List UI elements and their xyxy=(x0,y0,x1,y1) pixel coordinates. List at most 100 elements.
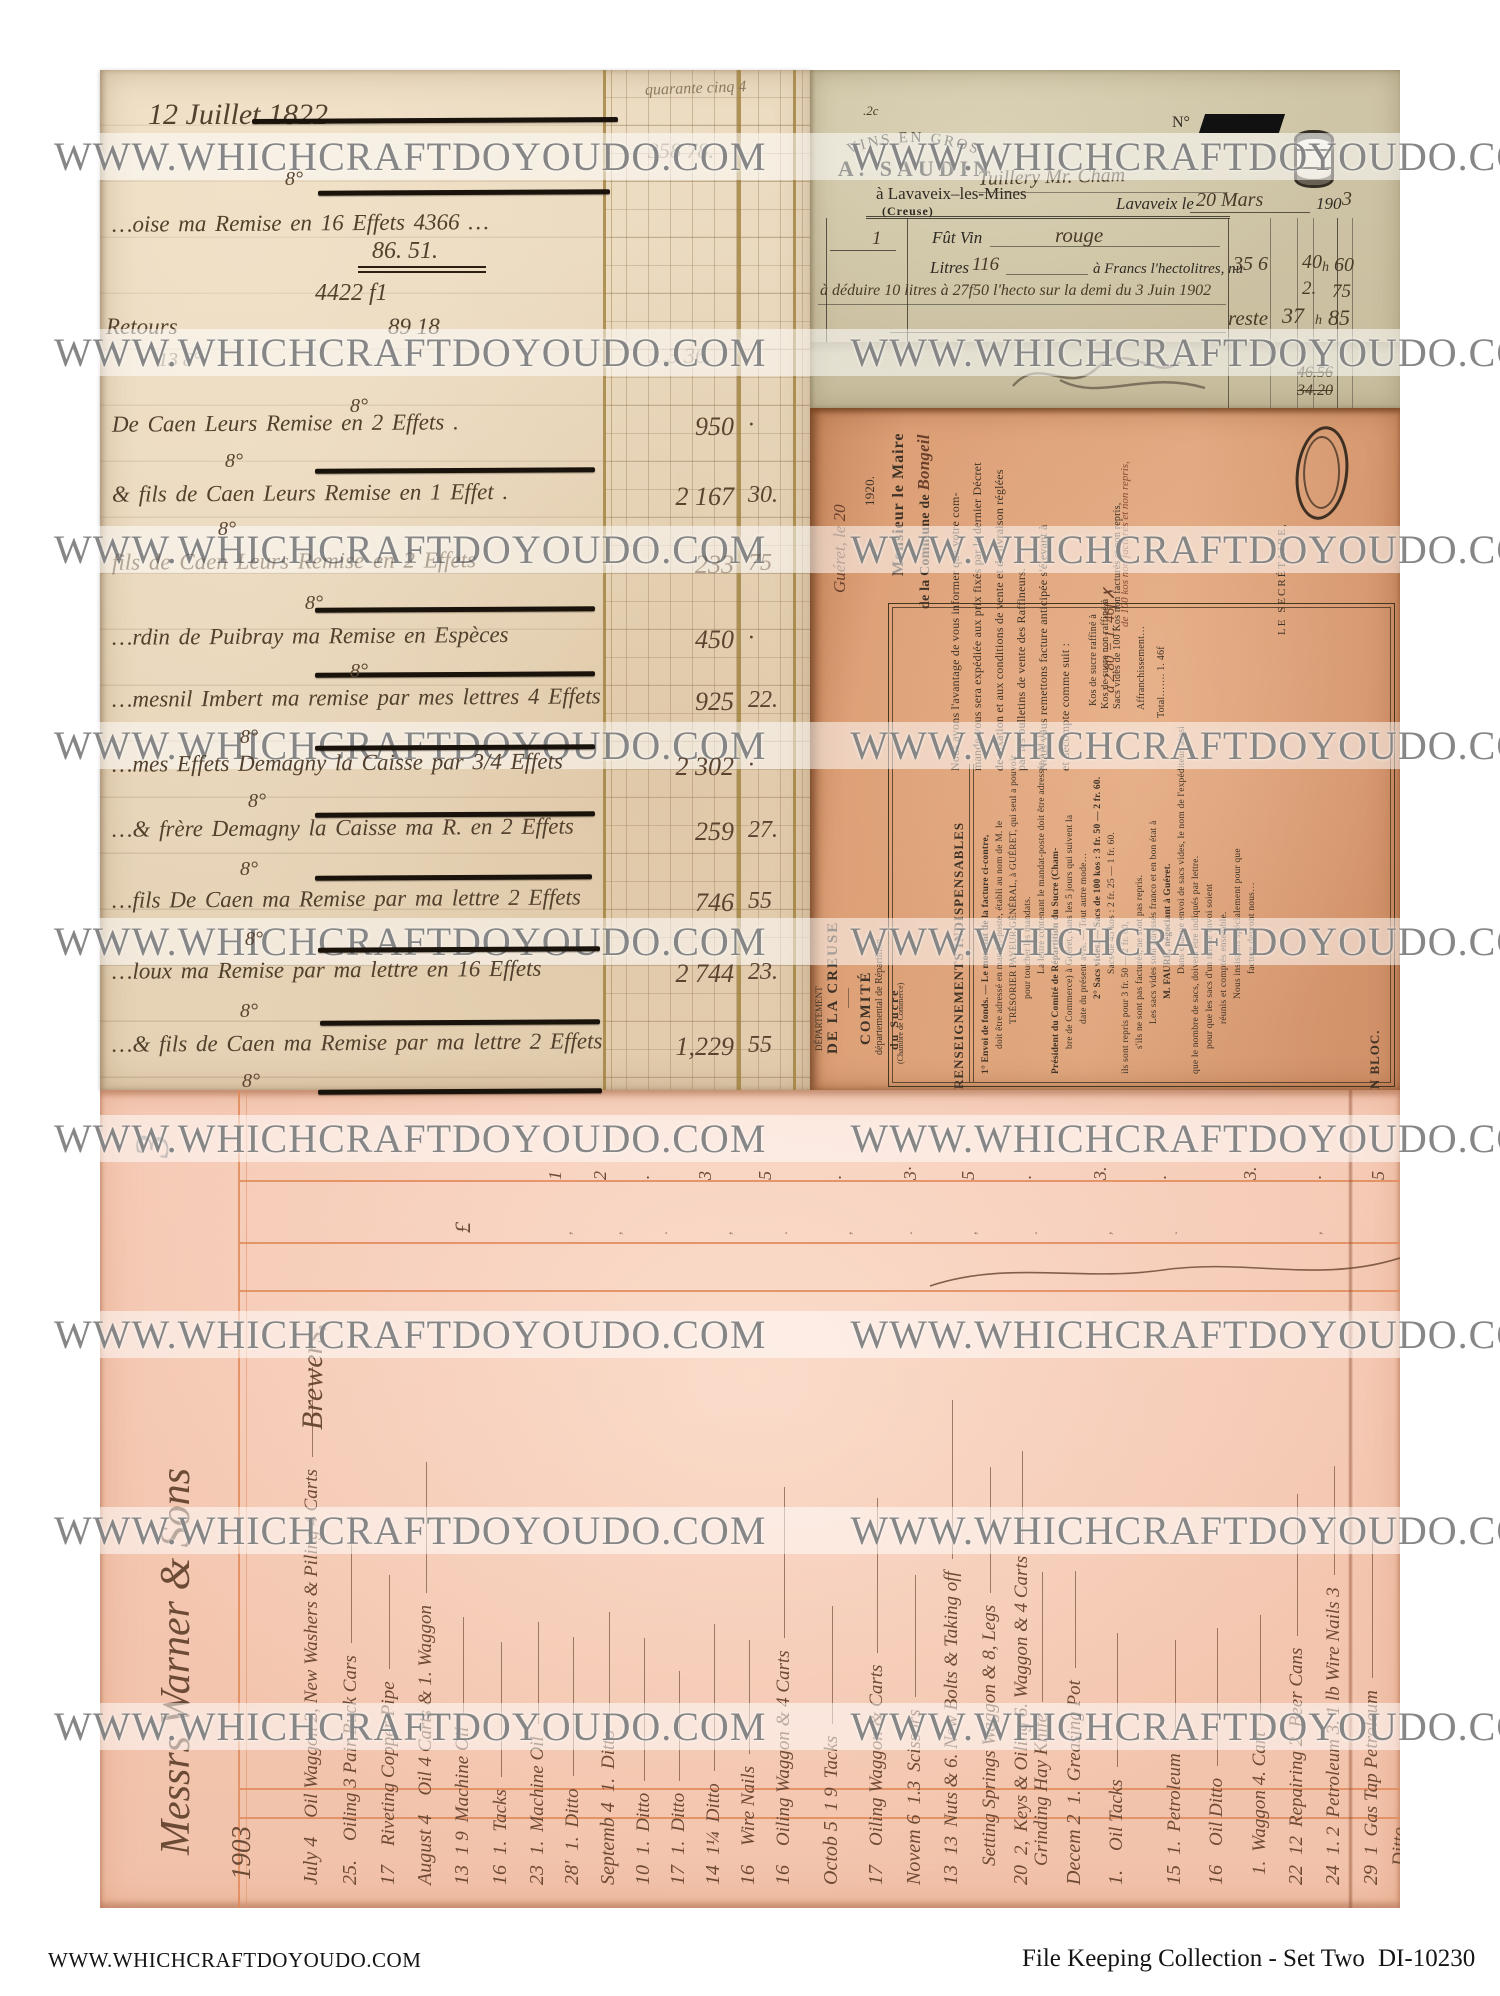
pink-entry: 25.Oiling 3 Pair Buck Cars xyxy=(339,1285,362,1885)
entry-desc: Petroleum 3. 1 lb Wire Nails 3 xyxy=(1323,1587,1344,1818)
tariff-line: Affranchissement… xyxy=(1136,625,1147,710)
commune-hand: Bongeil xyxy=(914,434,933,491)
ledger-row-amount: 2 744 xyxy=(675,959,735,988)
watermark-band: WWW.WHICHCRAFTDOYOUDO.COM WWW.WHICHCRAFTD… xyxy=(0,133,1500,180)
box-title: RENSEIGNEMENTS INDISPENSABLES xyxy=(951,822,967,1089)
pink-entry: 15 1. Petroleum xyxy=(1163,1285,1186,1885)
ledger-title-script: Messrs Warner & Sons xyxy=(153,1468,199,1855)
ledger-row-cents: 55 xyxy=(748,888,772,914)
tariff-label: à Francs l'hectolitres, nu xyxy=(1093,261,1244,277)
ditto-mark: 8° xyxy=(240,726,258,748)
entry-qty: 1¼ xyxy=(703,1831,724,1855)
ledger-row-amount: 2 167 xyxy=(675,482,735,511)
ditto-mark: 8° xyxy=(240,1000,258,1022)
entry-date: 13 xyxy=(940,1865,962,1885)
entry-tail-stroke xyxy=(389,1575,391,1670)
watermark-text: WWW.WHICHCRAFTDOYOUDO.COM xyxy=(54,330,767,376)
pink-entry: 1. Oil Tacks xyxy=(1105,1285,1128,1885)
redacted-number xyxy=(1198,114,1286,133)
watermark-text: WWW.WHICHCRAFTDOYOUDO.COM xyxy=(850,1311,1500,1357)
grid-gold-line xyxy=(603,70,606,1090)
watermark-band: WWW.WHICHCRAFTDOYOUDO.COM WWW.WHICHCRAFTD… xyxy=(0,329,1500,377)
tally-tick: , xyxy=(560,1231,575,1236)
year-hand: 3 xyxy=(1342,188,1352,210)
salutation: de la Commune de Bongeil xyxy=(914,434,934,609)
qty-hand: 1 xyxy=(872,228,882,249)
entry-qty: 1. xyxy=(633,1840,654,1855)
entry-date: Septemb 4 xyxy=(597,1802,619,1885)
tally-tick: , xyxy=(1100,1231,1115,1236)
reste-label: reste xyxy=(1228,306,1269,330)
pink-entry: 17Riveting Copper Pipe xyxy=(377,1285,400,1885)
entry-date: 29 xyxy=(1360,1865,1382,1885)
watermark-text: WWW.WHICHCRAFTDOYOUDO.COM xyxy=(850,722,1500,768)
tally-tick: , xyxy=(1310,1231,1325,1236)
entry-qty: 2, xyxy=(1011,1840,1032,1855)
entry-date: 17 xyxy=(377,1865,399,1885)
entry-qty: 1 9 xyxy=(452,1831,473,1855)
entry-qty: 13 xyxy=(941,1836,962,1855)
pink-entry: 24 1. 2 Petroleum 3. 1 lb Wire Nails 3 xyxy=(1322,1285,1345,1885)
pink-entry: Ditto xyxy=(1388,1285,1400,1885)
entry-desc: Ditto xyxy=(562,1788,583,1828)
entry-desc: Oil Ditto xyxy=(1206,1777,1227,1846)
pink-entry: 28' 1. Ditto xyxy=(561,1285,584,1885)
dateline-printed: Lavaveix le xyxy=(1116,194,1194,213)
ledger-row-amount: 925 xyxy=(695,687,734,716)
fut-hand: rouge xyxy=(1055,223,1104,247)
amount-hand: 75 xyxy=(1332,281,1351,302)
entry-tail-stroke xyxy=(1042,1572,1044,1702)
footer-collection-title: File Keeping Collection - Set Two xyxy=(1022,1945,1365,1972)
letter-body-line: mande vous sera expédiée aux prix fixés … xyxy=(970,462,984,771)
letter-body-line: Nous vous remettons facture anticipée s'… xyxy=(1036,524,1050,771)
entry-desc: Keys & Oiling 6. Waggon & 4 Carts xyxy=(1011,1555,1032,1832)
ledger-row-script: & fils de Caen Leurs Remise en 1 Effet . xyxy=(111,478,509,507)
ledger-row-script: fils de Caen Leurs Remise en 2 Effets xyxy=(111,547,477,575)
tally-tick: , xyxy=(610,1231,625,1236)
ledger-row-amount: 1,229 xyxy=(675,1032,735,1061)
entry-desc: Oiling Waggon & Carts xyxy=(866,1664,887,1846)
ledger-row-cents: 30. xyxy=(748,482,778,508)
pink-entry: 17 Oiling Waggon & Carts xyxy=(865,1285,888,1885)
litres-label: Litres xyxy=(930,258,970,277)
entry-desc: Ditto xyxy=(668,1792,689,1832)
watermark-text: WWW.WHICHCRAFTDOYOUDO.COM xyxy=(850,1704,1500,1750)
entry-tail-stroke xyxy=(1075,1571,1077,1669)
amount-hand: 85 xyxy=(1328,305,1350,330)
watermark-text: WWW.WHICHCRAFTDOYOUDO.COM xyxy=(54,919,767,965)
ledger-pencil-note: quarante cinq 4 xyxy=(644,78,747,99)
entry-date: 17 xyxy=(667,1865,689,1885)
watermark-text: WWW.WHICHCRAFTDOYOUDO.COM xyxy=(850,134,1500,179)
letter-body-line: et décompte comme suit : xyxy=(1058,642,1072,771)
watermark-text: WWW.WHICHCRAFTDOYOUDO.COM xyxy=(850,330,1500,376)
entry-qty: 1. xyxy=(598,1777,619,1793)
footer-site: WWW.WHICHCRAFTDOYOUDO.COM xyxy=(48,1948,422,1972)
ditto-mark: 8° xyxy=(305,592,323,614)
entry-tail-stroke xyxy=(463,1616,465,1715)
pink-entry: 16Oiling Waggon & 4 Carts xyxy=(772,1285,795,1885)
entry-desc: Wire Nails xyxy=(738,1765,759,1846)
entry-date: Decem 2 xyxy=(1063,1814,1085,1885)
entry-qty: 1. xyxy=(1249,1860,1270,1875)
ditto-mark: 8° xyxy=(218,518,236,540)
letter-body-line: Nous avons l'avantage de vous informer q… xyxy=(948,492,962,771)
date-hand: 20 Mars xyxy=(1196,189,1264,211)
box-body-line: réunis et comptés ensemble. xyxy=(1219,911,1229,1024)
pink-entry: Novem 61.3Scissors xyxy=(903,1285,926,1885)
watermark-band: WWW.WHICHCRAFTDOYOUDO.COM WWW.WHICHCRAFTD… xyxy=(0,525,1500,573)
tally-tick: · xyxy=(1030,1231,1045,1236)
ledger-row-cents: 75 xyxy=(748,550,772,576)
entry-date: 16 xyxy=(489,1865,511,1885)
ditto-mark: 8° xyxy=(248,790,266,812)
watermark-text: WWW.WHICHCRAFTDOYOUDO.COM xyxy=(850,526,1500,572)
pen-flourish xyxy=(929,1257,1400,1287)
pink-entry: July 4Oil Waggon 2, New Washers & Piling… xyxy=(300,1285,323,1885)
entry-date: 25. xyxy=(339,1860,361,1885)
ledger-row-script: …mesnil Imbert ma remise par mes lettres… xyxy=(111,683,601,712)
tally-tick: · xyxy=(1170,1231,1185,1236)
letter-year: 1920. xyxy=(862,475,877,506)
ledger-row-script: …& frère Demagny la Caisse ma R. en 2 Ef… xyxy=(111,813,574,842)
ledger-row-script: …mes Effets Demagny la Caisse par 3/4 Ef… xyxy=(111,748,564,777)
entry-desc: Ditto xyxy=(1389,1826,1400,1866)
